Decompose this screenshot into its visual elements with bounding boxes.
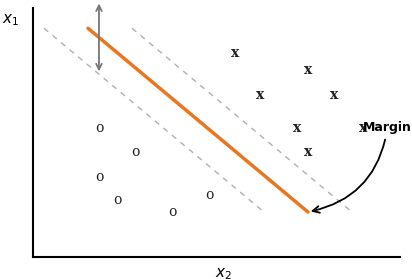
Text: o: o — [95, 121, 103, 134]
Text: x: x — [304, 145, 312, 159]
Text: x: x — [256, 88, 265, 102]
Text: o: o — [131, 145, 140, 159]
Text: x: x — [230, 46, 239, 60]
X-axis label: $x_2$: $x_2$ — [215, 267, 232, 279]
Text: x: x — [359, 121, 367, 134]
Text: x: x — [304, 63, 312, 78]
Text: o: o — [205, 187, 213, 202]
Text: x: x — [330, 88, 338, 102]
Text: Margin: Margin — [313, 121, 412, 213]
Text: o: o — [168, 205, 176, 219]
Text: o: o — [113, 193, 122, 206]
Text: x: x — [293, 121, 301, 134]
Y-axis label: $x_1$: $x_1$ — [2, 13, 19, 28]
Text: o: o — [95, 170, 103, 184]
